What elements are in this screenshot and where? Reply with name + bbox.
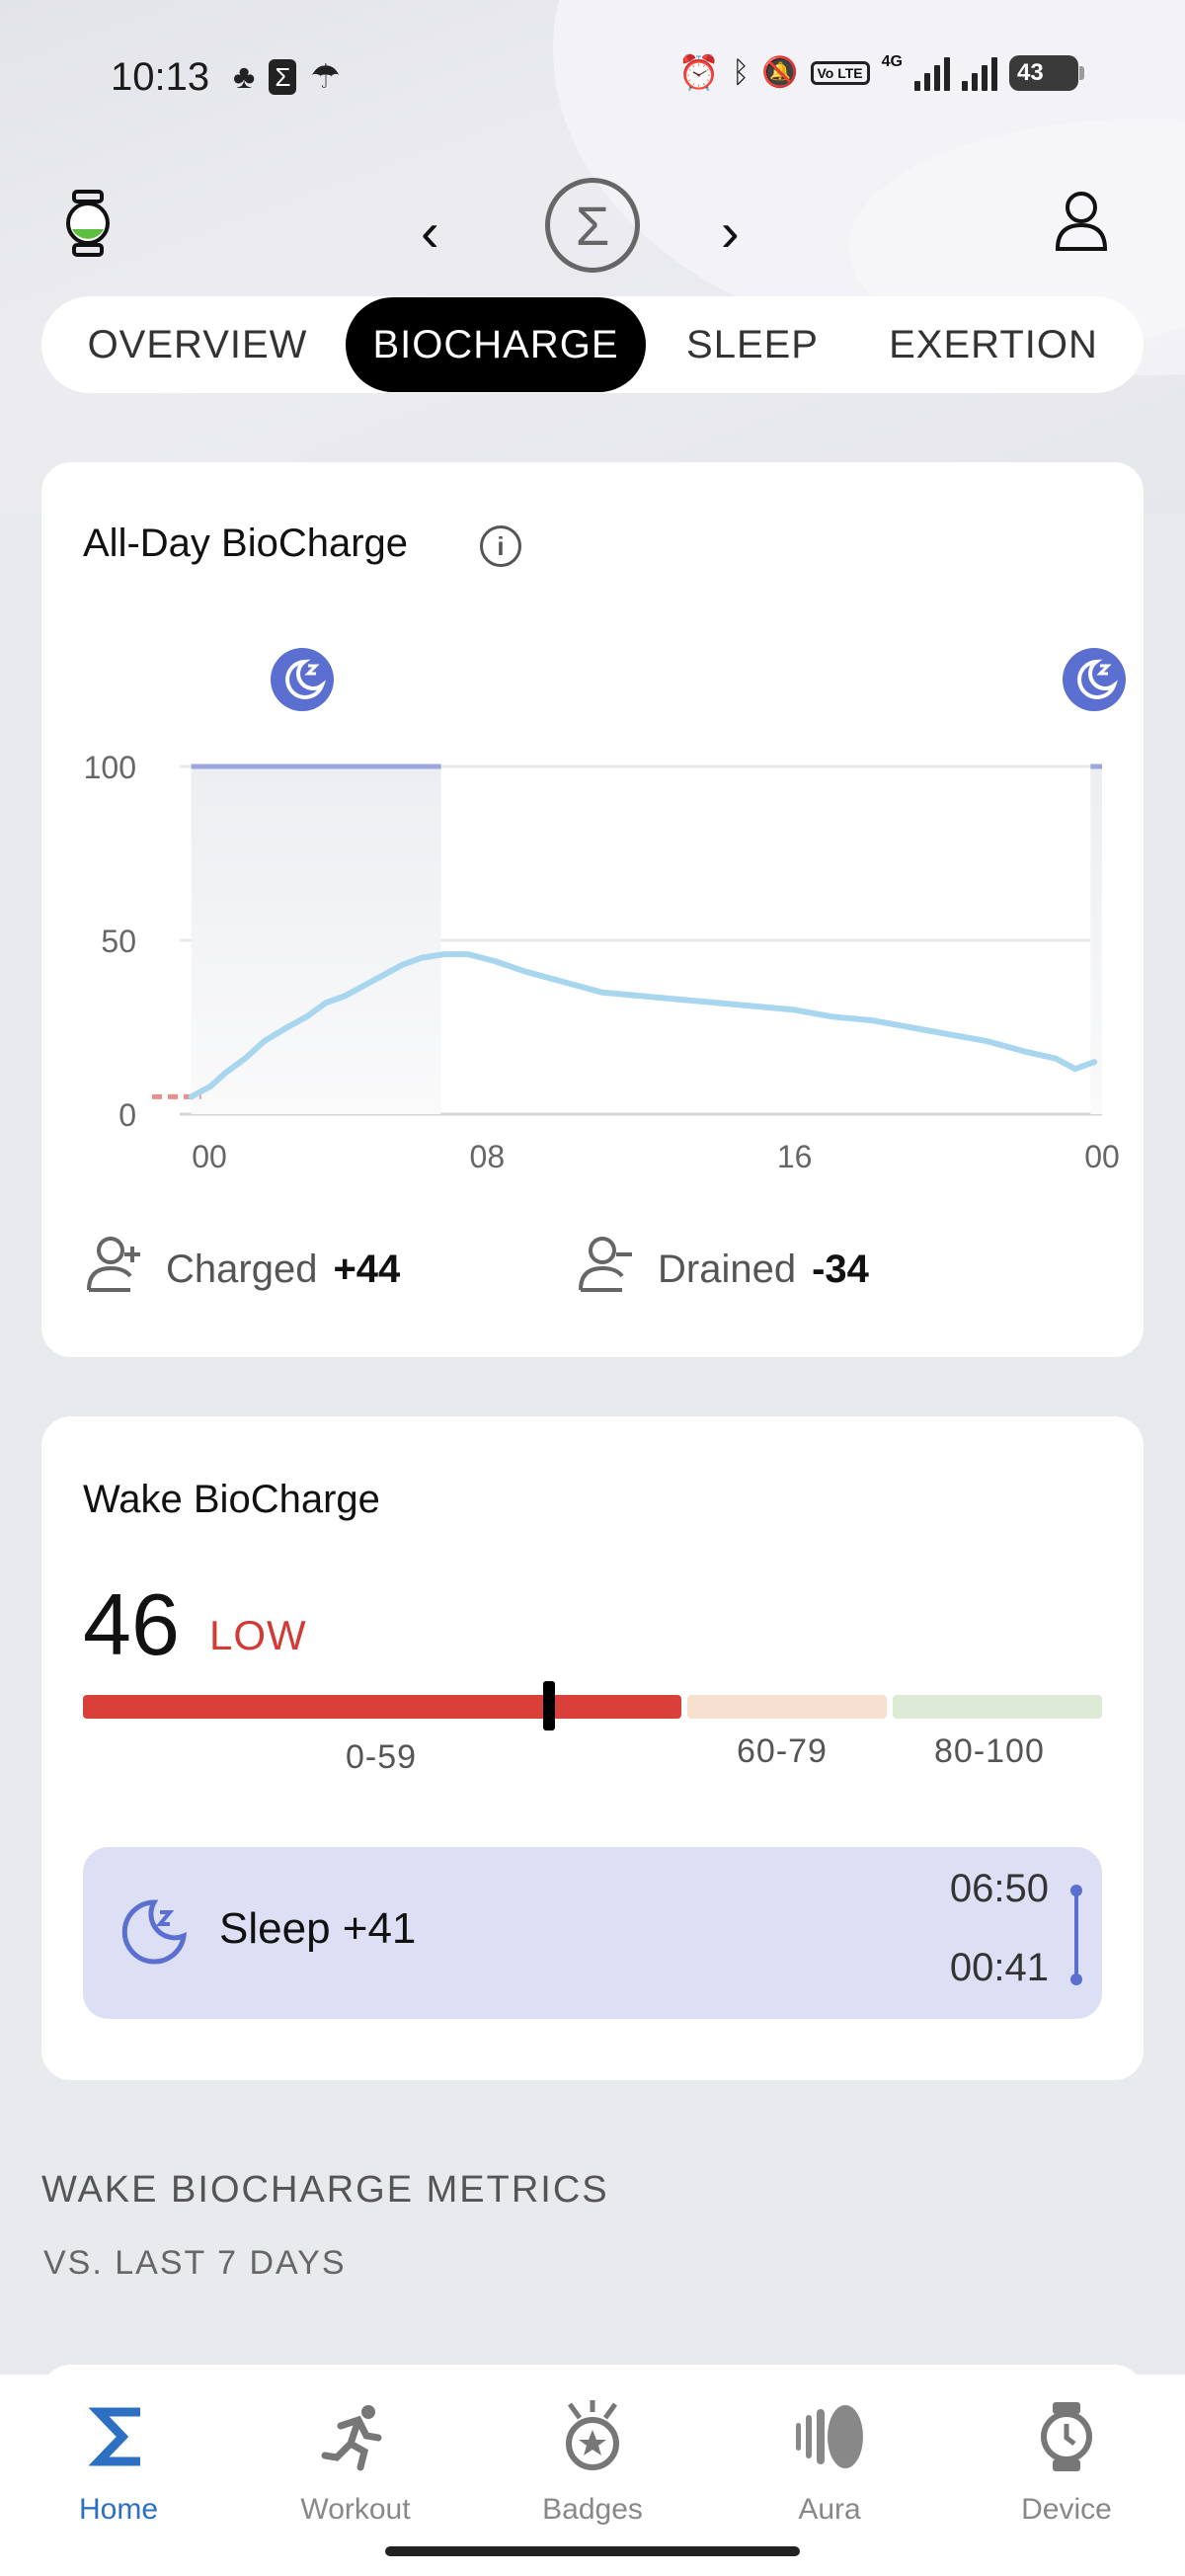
moon-icon [118,1896,190,1972]
watch-device-icon [1039,2398,1094,2475]
sleep-moon-marker[interactable] [1063,648,1126,711]
y-tick-label: 50 [101,924,136,959]
top-header: ‹ Σ › [0,178,1185,277]
drained-value: -34 [812,1247,869,1291]
x-tick-label: 00 [192,1139,227,1174]
nav-aura-label: Aura [798,2493,861,2526]
mute-icon: 🔕 [761,56,799,89]
metrics-section-title: WAKE BIOCHARGE METRICS [41,2169,609,2211]
range-bar-high [893,1695,1102,1719]
range-bar-mid [687,1695,887,1719]
signal-icon [914,55,950,91]
sigma-home-icon [89,2398,148,2475]
signal-icon-2 [962,55,997,91]
score-marker [543,1681,556,1731]
aura-icon [794,2398,865,2475]
network-label: 4G [881,53,903,70]
status-bar: 10:13 ♣ Σ ☂ ⏰ ᛒ 🔕 Vo LTE 4G 43 [0,40,1185,119]
all-day-biocharge-card: All-Day BioCharge i 0 50 100 00 08 16 00 Charg… [41,462,1144,1357]
info-icon[interactable]: i [480,525,521,567]
sleep-shade [1090,766,1102,1114]
sleep-moon-marker[interactable] [271,648,334,711]
range-label-mid: 60-79 [737,1732,828,1770]
y-tick-label: 0 [118,1097,136,1133]
sleep-period-row[interactable]: Sleep +41 06:50 00:41 [83,1847,1102,2019]
biocharge-series-line [188,951,1098,1100]
tab-biocharge[interactable]: BIOCHARGE [346,297,646,392]
person-minus-icon [575,1233,638,1306]
person-plus-icon [83,1233,146,1306]
nav-badges-label: Badges [542,2493,643,2526]
nav-device[interactable]: Device [948,2375,1185,2542]
header-background [0,0,1185,514]
drained-label: Drained [658,1247,797,1291]
nav-workout-label: Workout [300,2493,411,2526]
charged-legend: Charged +44 [83,1233,400,1306]
clover-icon: ♣ [233,58,256,96]
sleep-label: Sleep +41 [219,1904,417,1953]
x-tick-label: 00 [1084,1139,1120,1174]
tab-bar: OVERVIEW BIOCHARGE SLEEP EXERTION [41,296,1144,393]
sigma-logo-icon[interactable]: Σ [545,178,640,273]
battery-level: 43 [1017,59,1044,86]
wake-level: LOW [209,1612,307,1658]
battery-icon: 43 [1009,55,1084,91]
volte-icon: Vo LTE [810,61,870,85]
chevron-left-icon[interactable]: ‹ [421,201,439,263]
drained-legend: Drained -34 [575,1233,869,1306]
x-tick-label: 08 [470,1139,506,1174]
y-tick-label: 100 [84,750,136,785]
metrics-section-subtitle: VS. LAST 7 DAYS [43,2244,347,2282]
range-label-high: 80-100 [934,1732,1045,1770]
sleep-shade [191,766,441,1114]
home-indicator [385,2546,800,2556]
chevron-right-icon[interactable]: › [721,201,740,263]
sleep-start-time: 06:50 [949,1867,1049,1910]
biocharge-chart: 0 50 100 00 08 16 00 [84,648,1126,1174]
wake-biocharge-card: Wake BioCharge 46 LOW 0-59 60-79 80-100 … [41,1416,1144,2080]
person-icon[interactable] [1053,190,1110,258]
card-title: Wake BioCharge [83,1478,380,1521]
bluetooth-icon: ᛒ [732,56,750,89]
nav-home[interactable]: Home [0,2375,237,2542]
x-tick-label: 16 [777,1139,813,1174]
sleep-timeline-icon [1070,1885,1082,1985]
watch-icon[interactable] [65,190,111,262]
range-bar-low [83,1695,681,1719]
nav-workout[interactable]: Workout [237,2375,474,2542]
bottom-nav: Home Workout Badges Aura Device [0,2375,1185,2576]
tab-sleep[interactable]: SLEEP [686,322,819,366]
charged-label: Charged [166,1247,318,1291]
wake-score: 46 [83,1575,180,1673]
card-title: All-Day BioCharge [83,522,409,565]
sleep-end-time: 00:41 [949,1946,1049,1989]
sigma-status-icon: Σ [269,59,297,95]
charged-value: +44 [333,1247,401,1291]
nav-aura[interactable]: Aura [711,2375,948,2542]
alarm-icon: ⏰ [677,54,721,92]
umbrella-icon: ☂ [310,58,341,96]
status-time: 10:13 [111,55,210,99]
nav-home-label: Home [78,2493,159,2526]
running-icon [321,2398,390,2475]
nav-device-label: Device [1021,2493,1112,2526]
badge-icon [558,2398,627,2475]
tab-exertion[interactable]: EXERTION [889,322,1098,366]
nav-badges[interactable]: Badges [474,2375,711,2542]
range-label-low: 0-59 [346,1738,418,1776]
tab-overview[interactable]: OVERVIEW [87,322,308,366]
